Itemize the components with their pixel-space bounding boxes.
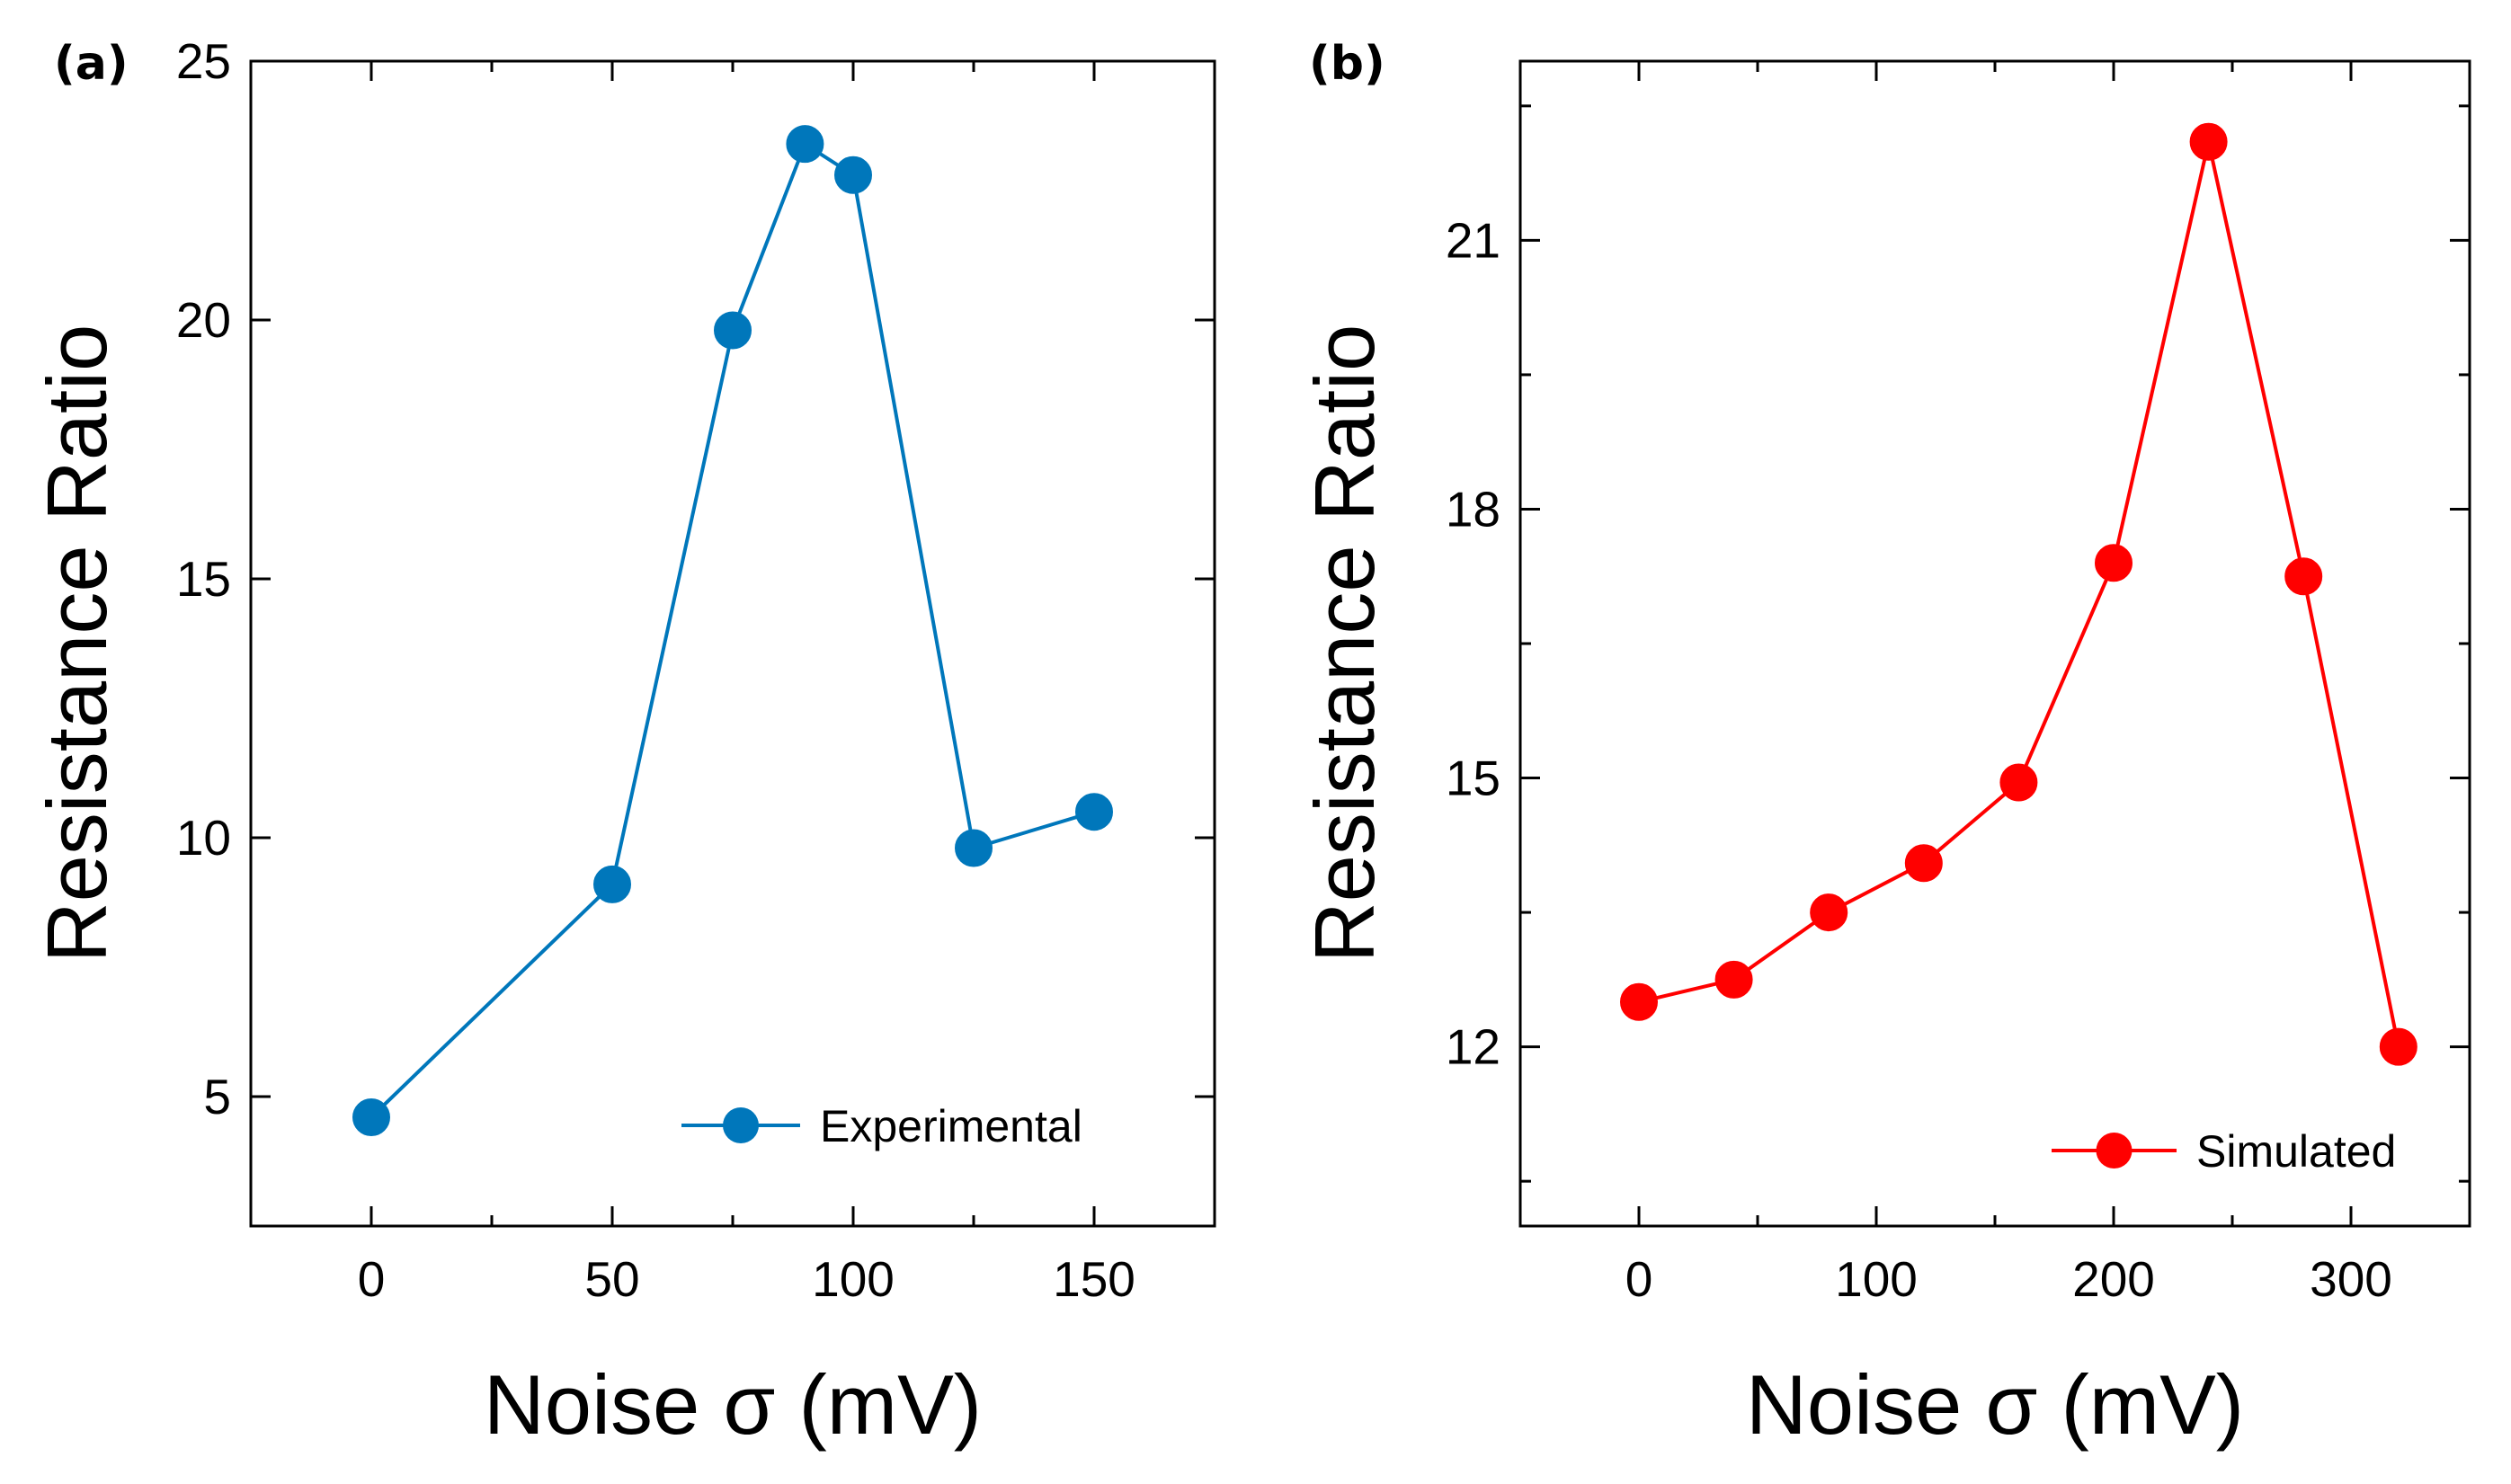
panel-label: (a) <box>54 37 129 91</box>
x-axis-title: Noise σ (mV) <box>1746 1357 2244 1452</box>
x-tick-label: 150 <box>1053 1251 1135 1307</box>
legend-marker <box>723 1107 759 1143</box>
chart-experimental: (a) 0 50 100 150 5 10 15 20 25 Noise σ (mV) Resista… <box>30 33 1216 1452</box>
x-axis-title: Noise σ (mV) <box>484 1357 982 1452</box>
legend-marker <box>2096 1133 2133 1169</box>
series-line <box>1638 141 2400 1047</box>
data-point <box>834 156 872 194</box>
data-point <box>2095 544 2133 582</box>
data-point <box>714 311 752 350</box>
data-point <box>1075 793 1113 831</box>
data-point <box>1904 844 1943 883</box>
x-tick-label: 0 <box>358 1251 386 1307</box>
x-tick-label: 200 <box>2072 1251 2155 1307</box>
y-tick-label: 5 <box>203 1069 231 1124</box>
y-tick-label: 18 <box>1446 481 1500 537</box>
y-tick-label: 20 <box>176 292 231 348</box>
series-line <box>370 141 1095 1119</box>
y-tick-label: 10 <box>176 810 231 866</box>
x-tick-label: 0 <box>1625 1251 1653 1307</box>
data-point <box>2284 557 2323 596</box>
data-point <box>1620 982 1658 1021</box>
legend-label: Simulated <box>2196 1126 2396 1177</box>
data-point <box>2189 122 2228 161</box>
x-tick-label: 300 <box>2310 1251 2392 1307</box>
x-tick-label: 100 <box>1835 1251 1918 1307</box>
data-point <box>1810 893 1848 932</box>
y-axis-title: Resistance Ratio <box>30 324 124 964</box>
x-tick-label: 100 <box>812 1251 895 1307</box>
chart-simulated: (b) 0 100 200 300 12 15 18 21 Noise σ (mV) Resista… <box>1297 37 2471 1452</box>
y-tick-label: 25 <box>176 33 231 89</box>
data-point <box>593 865 631 903</box>
data-point <box>2379 1027 2418 1066</box>
data-point <box>955 829 993 867</box>
data-point <box>352 1098 390 1137</box>
y-tick-label: 15 <box>176 551 231 607</box>
y-tick-label: 21 <box>1446 212 1500 268</box>
y-axis-title: Resistance Ratio <box>1297 324 1392 964</box>
panel-label: (b) <box>1309 37 1385 91</box>
y-tick-label: 12 <box>1446 1019 1500 1075</box>
y-tick-label: 15 <box>1446 751 1500 806</box>
data-point <box>786 125 824 164</box>
data-point <box>1999 763 2038 802</box>
legend-label: Experimental <box>820 1101 1082 1151</box>
plot-frame <box>249 59 1216 1228</box>
plot-frame <box>1518 59 2471 1228</box>
data-point <box>1714 960 1753 999</box>
x-tick-label: 50 <box>584 1251 639 1307</box>
